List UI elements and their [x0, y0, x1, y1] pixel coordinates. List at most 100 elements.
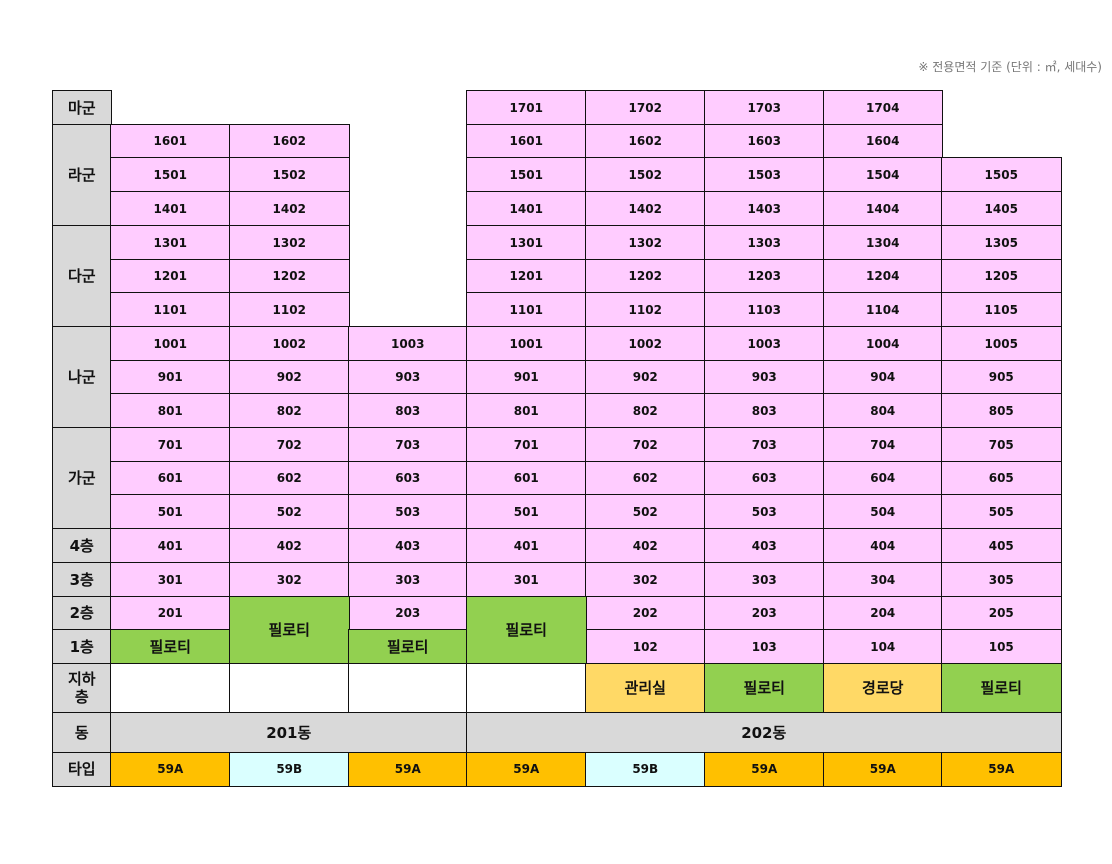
unit-cell: 301 [110, 562, 231, 598]
piloti-cell: 필로티 [229, 596, 350, 665]
unit-cell: 1001 [466, 326, 587, 362]
unit-cell: 501 [466, 494, 587, 530]
unit-cell: 1105 [941, 292, 1062, 328]
row-label-f2: 2층 [52, 596, 112, 631]
unit-cell: 602 [229, 461, 350, 496]
unit-cell: 801 [466, 393, 587, 429]
unit-cell: 801 [110, 393, 231, 429]
piloti-cell: 필로티 [348, 629, 468, 665]
unit-cell: 603 [704, 461, 825, 496]
unit-cell: 1604 [823, 124, 943, 159]
unit-cell: 1104 [823, 292, 943, 328]
unit-cell: 1701 [466, 90, 587, 126]
unit-cell: 301 [466, 562, 587, 598]
unit-cell: 204 [823, 596, 943, 631]
unit-cell: 1401 [466, 191, 587, 227]
senior-center-cell: 경로당 [823, 663, 943, 714]
unit-cell: 305 [941, 562, 1062, 598]
row-label-ga: 가군 [52, 427, 112, 530]
unit-type-cell: 59B [585, 752, 706, 787]
row-label-f4: 4층 [52, 528, 112, 564]
unit-cell: 702 [229, 427, 350, 463]
unit-cell: 303 [704, 562, 825, 598]
unit-cell: 602 [585, 461, 706, 496]
unit-cell: 1304 [823, 225, 943, 261]
unit-cell: 1704 [823, 90, 943, 126]
building-201-cell: 201동 [110, 712, 468, 754]
unit-cell: 1301 [466, 225, 587, 261]
unit-cell: 1501 [110, 157, 231, 193]
unit-cell: 1004 [823, 326, 943, 362]
piloti-cell: 필로티 [466, 596, 587, 665]
unit-cell: 805 [941, 393, 1062, 429]
unit-cell: 901 [466, 360, 587, 395]
unit-cell: 701 [466, 427, 587, 463]
unit-cell: 1303 [704, 225, 825, 261]
unit-cell: 905 [941, 360, 1062, 395]
unit-cell: 1005 [941, 326, 1062, 362]
unit-cell: 302 [229, 562, 350, 598]
piloti-cell: 필로티 [941, 663, 1062, 714]
unit-cell: 603 [348, 461, 468, 496]
unit-cell: 303 [348, 562, 468, 598]
unit-type-cell: 59B [229, 752, 350, 787]
basement-empty-cell [348, 663, 468, 714]
unit-cell: 1102 [229, 292, 350, 328]
unit-cell: 605 [941, 461, 1062, 496]
unit-cell: 1302 [585, 225, 706, 261]
unit-cell: 1301 [110, 225, 231, 261]
row-label-f1: 1층 [52, 629, 112, 665]
unit-cell: 1703 [704, 90, 825, 126]
unit-cell: 505 [941, 494, 1062, 530]
unit-cell: 1402 [585, 191, 706, 227]
unit-cell: 1202 [229, 259, 350, 294]
unit-cell: 1603 [704, 124, 825, 159]
unit-cell: 902 [585, 360, 706, 395]
row-label-ra: 라군 [52, 124, 112, 227]
unit-cell: 904 [823, 360, 943, 395]
unit-cell: 502 [585, 494, 706, 530]
unit-type-cell: 59A [823, 752, 943, 787]
unit-cell: 405 [941, 528, 1062, 564]
unit-cell: 803 [348, 393, 468, 429]
unit-cell: 201 [110, 596, 231, 631]
unit-cell: 1302 [229, 225, 350, 261]
unit-cell: 1503 [704, 157, 825, 193]
building-202-cell: 202동 [466, 712, 1062, 754]
unit-cell: 1505 [941, 157, 1062, 193]
unit-cell: 1602 [585, 124, 706, 159]
unit-cell: 102 [585, 629, 706, 665]
unit-cell: 601 [110, 461, 231, 496]
unit-cell: 1103 [704, 292, 825, 328]
unit-cell: 1702 [585, 90, 706, 126]
unit-cell: 205 [941, 596, 1062, 631]
unit-cell: 802 [585, 393, 706, 429]
unit-cell: 1201 [110, 259, 231, 294]
unit-type-cell: 59A [466, 752, 587, 787]
unit-cell: 1401 [110, 191, 231, 227]
unit-cell: 1205 [941, 259, 1062, 294]
row-label-dong: 동 [52, 712, 112, 754]
unit-cell: 704 [823, 427, 943, 463]
unit-cell: 1602 [229, 124, 350, 159]
unit-cell: 502 [229, 494, 350, 530]
unit-cell: 1202 [585, 259, 706, 294]
unit-cell: 402 [229, 528, 350, 564]
row-label-basement: 지하 층 [52, 663, 112, 714]
unit-cell: 903 [704, 360, 825, 395]
unit-cell: 403 [704, 528, 825, 564]
unit-cell: 903 [348, 360, 468, 395]
unit-cell: 402 [585, 528, 706, 564]
unit-cell: 403 [348, 528, 468, 564]
unit-cell: 1402 [229, 191, 350, 227]
unit-cell: 702 [585, 427, 706, 463]
unit-cell: 1002 [585, 326, 706, 362]
unit-cell: 804 [823, 393, 943, 429]
unit-cell: 1003 [704, 326, 825, 362]
unit-cell: 1204 [823, 259, 943, 294]
unit-cell: 503 [348, 494, 468, 530]
unit-cell: 503 [704, 494, 825, 530]
piloti-cell: 필로티 [110, 629, 231, 665]
unit-cell: 104 [823, 629, 943, 665]
